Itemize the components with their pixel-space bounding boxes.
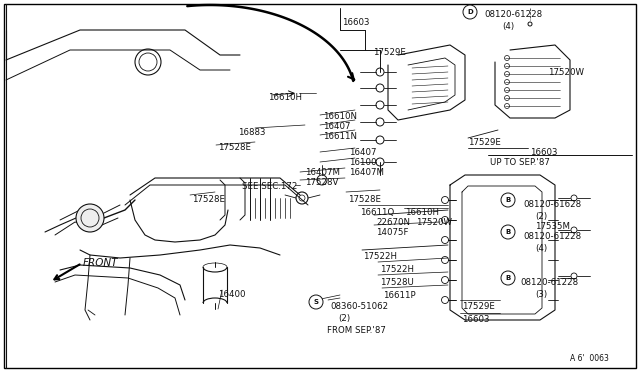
- Text: 16407M: 16407M: [305, 168, 340, 177]
- Text: S: S: [314, 299, 319, 305]
- Circle shape: [501, 193, 515, 207]
- Text: B: B: [506, 275, 511, 281]
- Text: (4): (4): [502, 22, 514, 31]
- Text: 17520W: 17520W: [416, 218, 452, 227]
- Text: 17528U: 17528U: [380, 278, 414, 287]
- Text: 16603: 16603: [342, 18, 369, 27]
- Text: 08120-61228: 08120-61228: [523, 232, 581, 241]
- Text: 17520W: 17520W: [548, 68, 584, 77]
- Text: 16407: 16407: [349, 148, 376, 157]
- Text: (2): (2): [535, 212, 547, 221]
- Text: 08120-61228: 08120-61228: [484, 10, 542, 19]
- Text: 16603: 16603: [462, 315, 490, 324]
- Circle shape: [309, 295, 323, 309]
- Text: 08120-61628: 08120-61628: [523, 200, 581, 209]
- Text: (2): (2): [338, 314, 350, 323]
- Text: 16100: 16100: [349, 158, 376, 167]
- Text: B: B: [506, 197, 511, 203]
- Text: B: B: [506, 229, 511, 235]
- Text: 16407: 16407: [323, 122, 351, 131]
- Circle shape: [463, 5, 477, 19]
- Text: D: D: [467, 9, 473, 15]
- Text: A 6'  0063: A 6' 0063: [570, 354, 609, 363]
- Circle shape: [501, 271, 515, 285]
- Text: 22670N: 22670N: [376, 218, 410, 227]
- Text: 14075F: 14075F: [376, 228, 408, 237]
- Text: FROM SEP.'87: FROM SEP.'87: [327, 326, 386, 335]
- Text: SEE SEC.172: SEE SEC.172: [242, 182, 298, 191]
- Text: 17529E: 17529E: [468, 138, 501, 147]
- Circle shape: [76, 204, 104, 232]
- Text: 16611N: 16611N: [323, 132, 357, 141]
- Text: 17535M: 17535M: [535, 222, 570, 231]
- Text: 17528V: 17528V: [305, 178, 339, 187]
- Text: 16610N: 16610N: [323, 112, 357, 121]
- Text: 17529E: 17529E: [373, 48, 406, 57]
- Text: 16611Q: 16611Q: [360, 208, 394, 217]
- Text: (3): (3): [535, 290, 547, 299]
- Text: 17528E: 17528E: [348, 195, 381, 204]
- Text: (4): (4): [535, 244, 547, 253]
- Text: 16400: 16400: [218, 290, 246, 299]
- Text: 16611P: 16611P: [383, 291, 415, 300]
- Text: 16603: 16603: [530, 148, 557, 157]
- Text: 08360-51062: 08360-51062: [330, 302, 388, 311]
- Circle shape: [501, 225, 515, 239]
- Text: 17528E: 17528E: [192, 195, 225, 204]
- Text: 16610H: 16610H: [268, 93, 302, 102]
- Text: UP TO SEP.'87: UP TO SEP.'87: [490, 158, 550, 167]
- Text: 17522H: 17522H: [380, 265, 414, 274]
- Text: 16407M: 16407M: [349, 168, 384, 177]
- Text: 17529E: 17529E: [462, 302, 495, 311]
- Text: 08120-61228: 08120-61228: [520, 278, 578, 287]
- Text: FRONT: FRONT: [83, 258, 118, 268]
- Text: 16610H: 16610H: [405, 208, 439, 217]
- Text: 17522H: 17522H: [363, 252, 397, 261]
- Text: 17528E: 17528E: [218, 143, 251, 152]
- Text: 16883: 16883: [238, 128, 266, 137]
